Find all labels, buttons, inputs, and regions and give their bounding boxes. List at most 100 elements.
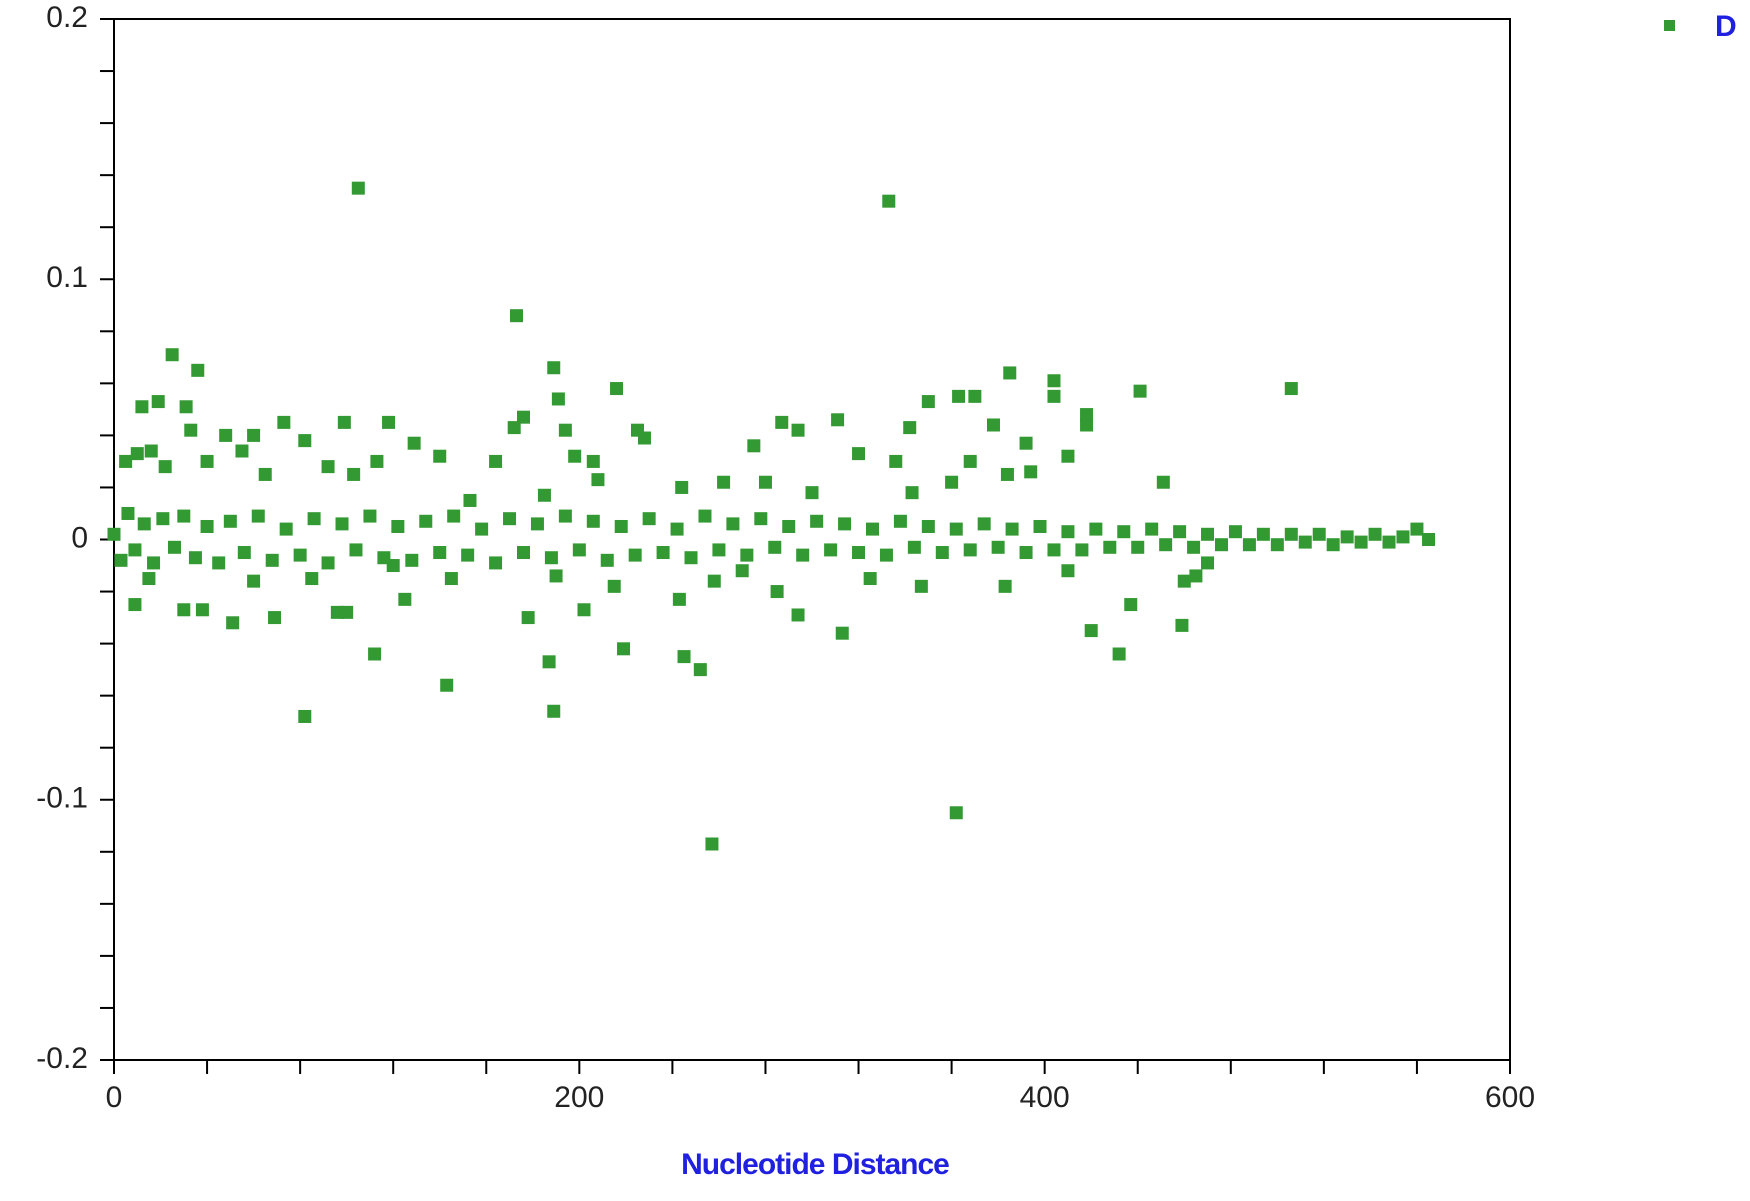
point	[135, 400, 149, 414]
point	[433, 546, 447, 560]
point	[705, 837, 719, 851]
point	[754, 512, 768, 526]
point	[558, 423, 572, 437]
point	[893, 514, 907, 528]
point	[219, 428, 233, 442]
x-tick-label: 400	[1020, 1081, 1070, 1114]
point	[461, 548, 475, 562]
point	[503, 512, 517, 526]
point	[1256, 527, 1270, 541]
point	[167, 540, 181, 554]
point	[977, 517, 991, 531]
point	[1124, 598, 1138, 612]
point	[405, 553, 419, 567]
point	[130, 447, 144, 461]
point	[791, 423, 805, 437]
point	[1003, 366, 1017, 380]
point	[298, 434, 312, 448]
x-tick-label: 200	[554, 1081, 604, 1114]
point	[1080, 418, 1094, 432]
point	[377, 551, 391, 565]
point	[200, 454, 214, 468]
point	[1061, 564, 1075, 578]
point	[1131, 540, 1145, 554]
point	[717, 475, 731, 489]
point	[568, 449, 582, 463]
point	[370, 454, 384, 468]
point	[223, 514, 237, 528]
point	[212, 556, 226, 570]
point	[1047, 543, 1061, 557]
point	[921, 395, 935, 409]
point	[293, 548, 307, 562]
point	[889, 454, 903, 468]
point	[398, 592, 412, 606]
point	[607, 579, 621, 593]
point	[121, 506, 135, 520]
point	[321, 460, 335, 474]
point	[247, 574, 261, 588]
point	[952, 389, 966, 403]
point	[1156, 475, 1170, 489]
point	[1019, 436, 1033, 450]
point	[1270, 538, 1284, 552]
point	[1187, 540, 1201, 554]
point	[177, 603, 191, 617]
point	[835, 626, 849, 640]
point	[791, 608, 805, 622]
point	[226, 616, 240, 630]
point	[865, 522, 879, 536]
point	[1298, 535, 1312, 549]
point	[305, 572, 319, 586]
point	[151, 395, 165, 409]
point	[363, 509, 377, 523]
point	[768, 540, 782, 554]
point	[882, 194, 896, 208]
y-tick-label: 0.2	[46, 1, 88, 34]
point	[677, 650, 691, 664]
point	[128, 598, 142, 612]
point	[158, 460, 172, 474]
x-tick-label: 0	[106, 1081, 123, 1114]
point	[549, 569, 563, 583]
point	[852, 447, 866, 461]
point	[907, 540, 921, 554]
point	[805, 486, 819, 500]
point	[447, 509, 461, 523]
point	[258, 467, 272, 481]
point	[914, 579, 928, 593]
point	[156, 512, 170, 526]
point	[968, 389, 982, 403]
point	[986, 418, 1000, 432]
point	[510, 309, 524, 323]
point	[433, 449, 447, 463]
point	[1368, 527, 1382, 541]
point	[852, 546, 866, 560]
point	[935, 546, 949, 560]
point	[184, 423, 198, 437]
point	[770, 585, 784, 599]
point	[298, 709, 312, 723]
point	[863, 572, 877, 586]
point	[1410, 522, 1424, 536]
point	[247, 428, 261, 442]
point	[119, 454, 133, 468]
point	[577, 603, 591, 617]
point	[277, 415, 291, 429]
point	[440, 678, 454, 692]
point	[1312, 527, 1326, 541]
point	[558, 509, 572, 523]
point	[1019, 546, 1033, 560]
point	[1382, 535, 1396, 549]
point	[179, 400, 193, 414]
point	[879, 548, 893, 562]
point	[1340, 530, 1354, 544]
point	[591, 473, 605, 487]
point	[614, 519, 628, 533]
point	[684, 551, 698, 565]
point	[137, 517, 151, 531]
point	[144, 444, 158, 458]
point	[419, 514, 433, 528]
point	[707, 574, 721, 588]
point	[516, 410, 530, 424]
